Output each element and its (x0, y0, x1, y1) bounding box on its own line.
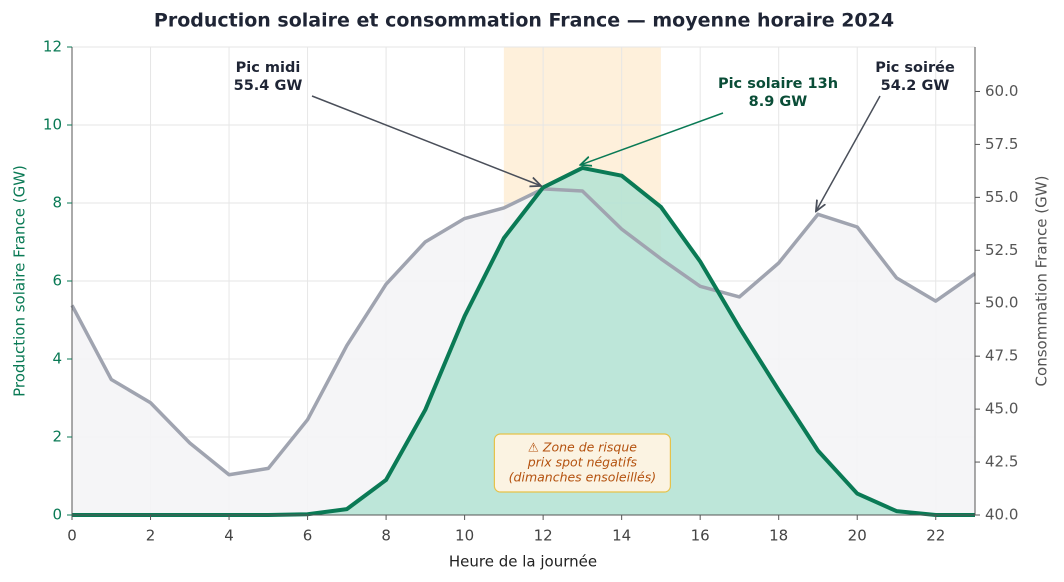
x-tick-label: 10 (455, 527, 474, 545)
annotation-arrow (816, 95, 881, 211)
annotation-text: 54.2 GW (881, 78, 950, 94)
y-tick-label: 10 (43, 116, 62, 134)
y2-tick-label: 57.5 (985, 135, 1018, 153)
x-tick-label: 2 (146, 527, 156, 545)
y2-tick-label: 50.0 (985, 294, 1018, 312)
annotation-arrow (580, 112, 724, 165)
y-tick-label: 12 (43, 38, 62, 56)
y2-tick-label: 60.0 (985, 82, 1018, 100)
x-tick-label: 0 (67, 527, 77, 545)
y-tick-label: 6 (52, 272, 62, 290)
area-fill (72, 167, 975, 515)
x-tick-label: 4 (224, 527, 234, 545)
line (70, 187, 977, 477)
annotation-text: ⚠ Zone de risque (528, 440, 637, 455)
y-tick-label: 8 (52, 194, 62, 212)
annotation-arrow (311, 95, 541, 186)
y2-tick-label: 40.0 (985, 506, 1018, 524)
annotation-text: 8.9 GW (749, 94, 808, 110)
y-tick-label: 0 (52, 506, 62, 524)
x-tick-label: 18 (769, 527, 788, 545)
y2-tick-label: 45.0 (985, 400, 1018, 418)
annotation-text: Pic solaire 13h (718, 76, 838, 92)
x-tick-label: 22 (926, 527, 945, 545)
chart-title: Production solaire et consommation Franc… (154, 10, 894, 32)
y-tick-label: 2 (52, 428, 62, 446)
x-axis-label: Heure de la journée (449, 553, 597, 571)
annotation-text: (dimanches ensoleillés) (509, 470, 656, 485)
x-tick-label: 6 (303, 527, 313, 545)
x-tick-label: 16 (691, 527, 710, 545)
annotation-text: 55.4 GW (234, 78, 303, 94)
y2-tick-label: 52.5 (985, 241, 1018, 259)
x-tick-label: 12 (534, 527, 553, 545)
y2-tick-label: 42.5 (985, 453, 1018, 471)
annotation-text: Pic soirée (875, 60, 955, 76)
x-tick-label: 8 (381, 527, 391, 545)
annotation-box (493, 433, 671, 493)
y-tick-label: 4 (52, 350, 62, 368)
y2-tick-label: 55.0 (985, 188, 1018, 206)
y2-tick-label: 47.5 (985, 347, 1018, 365)
x-tick-label: 20 (848, 527, 867, 545)
annotation-text: Pic midi (236, 60, 301, 76)
y-axis-label: Production solaire France (GW) (11, 165, 29, 397)
x-tick-label: 14 (612, 527, 631, 545)
annotation-text: prix spot négatifs (527, 455, 638, 470)
y2-axis-label: Consommation France (GW) (1033, 176, 1051, 387)
